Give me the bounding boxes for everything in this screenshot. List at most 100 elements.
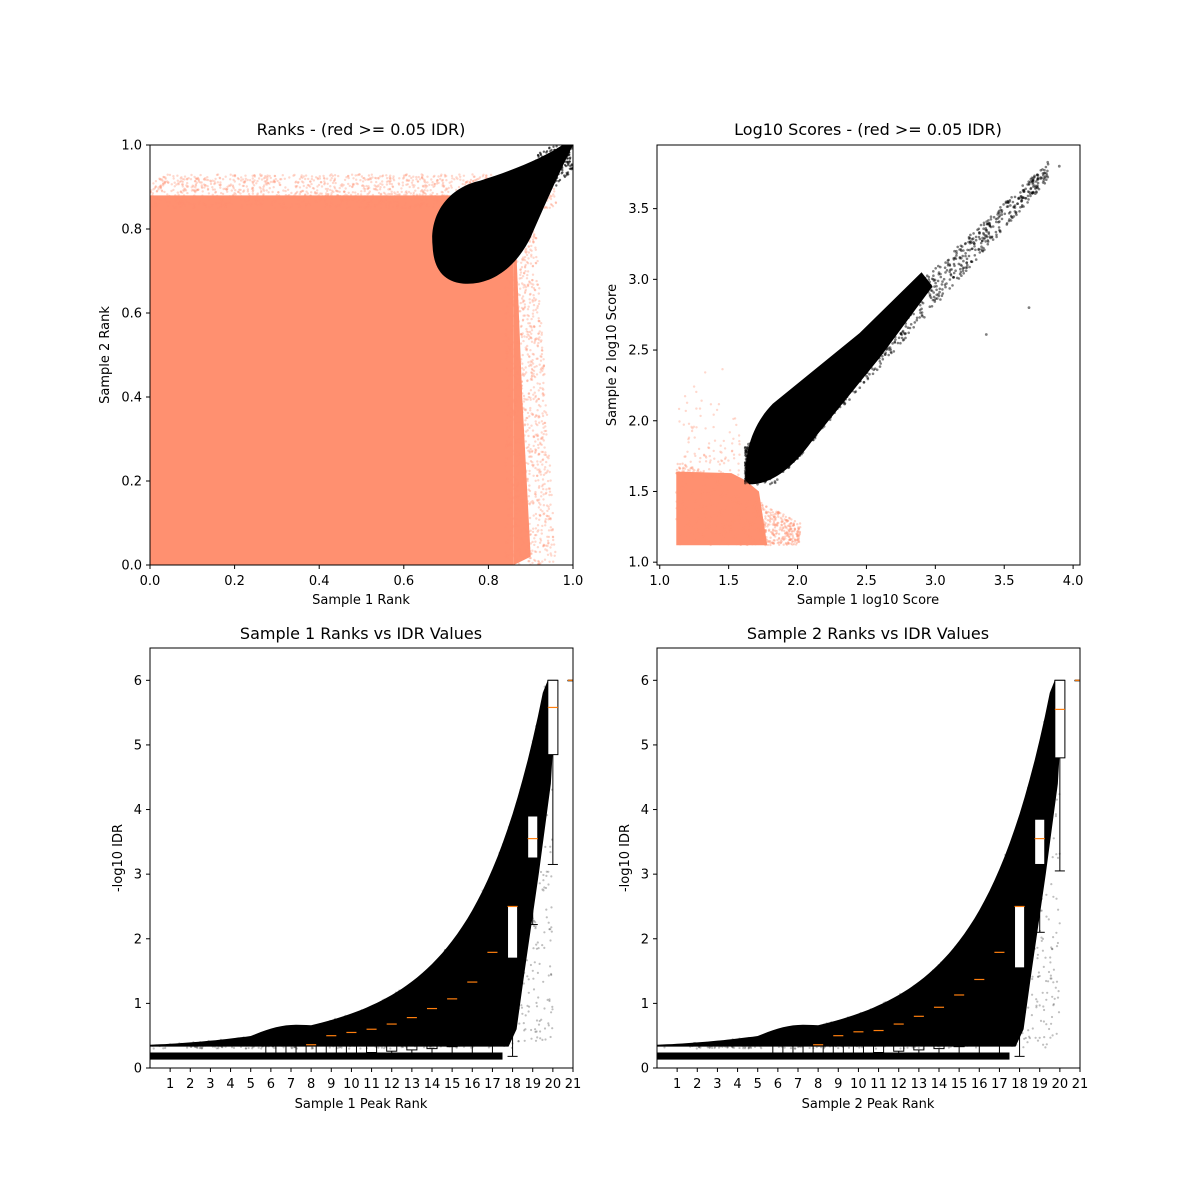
scores-black-point bbox=[991, 238, 995, 241]
ranks-red-point bbox=[526, 318, 529, 321]
ranks-red-point bbox=[534, 248, 537, 251]
ranks-red-point bbox=[537, 453, 540, 456]
scores-red-point bbox=[766, 543, 770, 547]
scores-black-point bbox=[812, 402, 815, 405]
ranks-black-point bbox=[566, 154, 569, 157]
ranks-x-tick-label: 0.8 bbox=[478, 574, 499, 589]
ranks-black-point bbox=[549, 179, 552, 182]
scores-points bbox=[675, 160, 1061, 547]
ranks-red-point bbox=[514, 316, 517, 320]
scores-red-point bbox=[696, 492, 700, 495]
scores-red-point bbox=[697, 517, 700, 520]
ranks-red-point bbox=[211, 188, 215, 191]
scores-red-point bbox=[704, 455, 707, 458]
scores-red-point bbox=[753, 504, 757, 507]
ranks-red-point bbox=[245, 204, 249, 207]
scores-red-point bbox=[756, 515, 760, 518]
scores-black-point bbox=[979, 223, 983, 227]
ranks-red-point bbox=[226, 185, 229, 189]
scores-red-point bbox=[708, 454, 711, 458]
scores-red-point bbox=[793, 528, 797, 531]
scores-black-point bbox=[826, 417, 830, 421]
ranks-red-point bbox=[376, 185, 379, 188]
ranks-black-point bbox=[525, 203, 529, 206]
ranks-red-point bbox=[425, 202, 429, 205]
ranks-red-point bbox=[262, 193, 265, 196]
scores-red-point bbox=[703, 489, 706, 493]
ranks-red-point bbox=[507, 344, 510, 348]
ranks-red-point bbox=[539, 539, 543, 542]
scores-red-point bbox=[676, 519, 679, 522]
ranks-red-point bbox=[191, 184, 194, 187]
scores-red-point bbox=[713, 512, 716, 516]
ranks-red-point bbox=[536, 463, 539, 466]
ranks-black-point bbox=[557, 172, 560, 176]
ranks-red-point bbox=[265, 198, 268, 201]
ranks-red-point bbox=[511, 283, 514, 287]
ranks-red-point bbox=[510, 465, 513, 468]
ranks-red-point bbox=[425, 198, 428, 201]
scores-red-point bbox=[750, 505, 753, 509]
ranks-red-point bbox=[517, 472, 520, 475]
scores-red-point bbox=[675, 500, 678, 503]
ranks-red-point bbox=[539, 340, 542, 343]
ranks-red-point bbox=[539, 405, 542, 408]
scores-red-point bbox=[709, 503, 712, 506]
scores-black-point bbox=[863, 345, 866, 349]
scores-red-point bbox=[731, 535, 735, 538]
ranks-red-point bbox=[519, 520, 522, 523]
scores-black-point bbox=[860, 369, 864, 373]
ranks-red-point bbox=[450, 186, 453, 189]
ranks-red-point bbox=[354, 191, 357, 194]
scores-red-point bbox=[730, 497, 733, 501]
ranks-red-point bbox=[524, 409, 527, 412]
scores-black-point bbox=[845, 378, 848, 381]
ranks-red-point bbox=[366, 193, 369, 196]
scores-red-point bbox=[703, 503, 706, 506]
ranks-red-point bbox=[529, 363, 532, 366]
ranks-black-point bbox=[512, 183, 515, 186]
ranks-red-point bbox=[539, 514, 542, 518]
scores-red-point bbox=[722, 439, 725, 443]
ranks-red-point bbox=[164, 176, 167, 179]
ranks-red-point bbox=[532, 294, 535, 297]
scores-red-point bbox=[736, 542, 739, 545]
scores-red-point bbox=[741, 527, 745, 531]
scores-red-point bbox=[798, 531, 801, 534]
ranks-red-point bbox=[527, 445, 530, 449]
scores-black-point bbox=[902, 320, 905, 324]
scores-red-point bbox=[738, 499, 741, 502]
scores-red-point bbox=[684, 487, 687, 491]
ranks-red-point bbox=[450, 180, 453, 183]
ranks-red-point bbox=[542, 364, 546, 367]
scores-red-point bbox=[748, 500, 752, 503]
ranks-red-point bbox=[533, 550, 537, 553]
ranks-red-point bbox=[181, 191, 184, 194]
ranks-red-point bbox=[533, 492, 537, 496]
ranks-red-point bbox=[270, 201, 274, 204]
scores-black-point bbox=[838, 377, 842, 381]
scores-black-point bbox=[751, 439, 754, 442]
scores-red-point bbox=[735, 507, 738, 510]
ranks-red-point bbox=[329, 179, 332, 182]
ranks-red-point bbox=[504, 500, 507, 503]
ranks-red-point bbox=[298, 196, 301, 199]
ranks-red-point bbox=[462, 174, 466, 177]
scores-red-point bbox=[757, 530, 760, 533]
ranks-red-point bbox=[527, 531, 530, 534]
scores-black-point bbox=[961, 254, 964, 258]
scores-black-point bbox=[836, 369, 840, 372]
scores-red-point bbox=[746, 534, 749, 537]
scores-red-point bbox=[798, 530, 802, 534]
ranks-red-point bbox=[518, 451, 521, 455]
ranks-black-point bbox=[544, 164, 547, 167]
scores-red-point bbox=[769, 530, 773, 534]
ranks-black-point bbox=[565, 150, 568, 153]
ranks-black-point bbox=[505, 212, 508, 215]
ranks-red-point bbox=[542, 364, 546, 367]
scores-black-point bbox=[972, 232, 975, 235]
scores-black-point bbox=[768, 422, 772, 426]
scores-red-point bbox=[746, 511, 749, 514]
ranks-title: Ranks - (red >= 0.05 IDR) bbox=[257, 120, 466, 139]
ranks-red-point bbox=[534, 451, 537, 454]
